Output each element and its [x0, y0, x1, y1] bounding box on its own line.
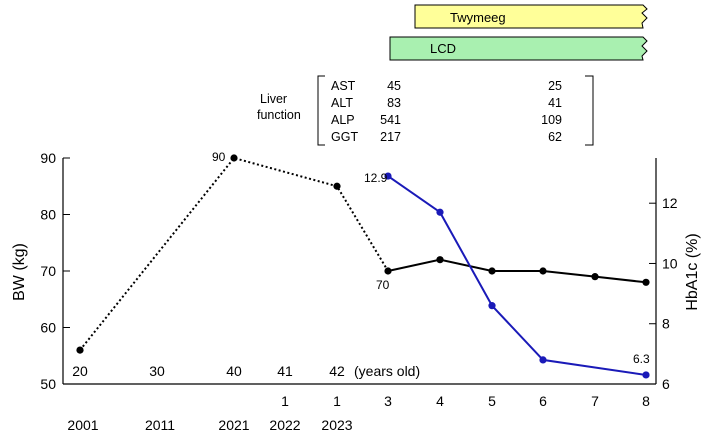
hba1c-point-0 [384, 172, 392, 180]
liver-before-ggt: 217 [380, 130, 401, 144]
bw-solid-line [387, 258, 647, 284]
annotation-90: 90 [212, 150, 226, 164]
liver-after-ggt: 62 [548, 130, 562, 144]
liver-before-alt: 83 [387, 96, 401, 110]
x-bottom-label-2021: 2021 [218, 417, 249, 433]
bw-point-5 [488, 267, 496, 275]
treatment-bars: Twymeeg LCD [389, 4, 648, 61]
x-bottom-label-2001: 2001 [67, 417, 98, 433]
right-tick-label-10: 10 [662, 255, 678, 271]
liver-function-label-2: function [257, 108, 301, 122]
twymeeg-bar [414, 4, 648, 29]
x-top-label-7: 8 [642, 393, 650, 409]
liver-after-ast: 25 [548, 79, 562, 93]
bw-point-7 [591, 273, 599, 281]
hba1c-point-3 [539, 356, 547, 364]
liver-before-alp: 541 [380, 113, 401, 127]
annotation-12-9: 12.9 [364, 171, 388, 185]
left-tick-label-80: 80 [40, 207, 56, 223]
liver-function-label-1: Liver [260, 92, 287, 106]
x-top-label-4: 5 [488, 393, 496, 409]
bw-point-0 [76, 346, 84, 354]
left-tick-label-70: 70 [40, 263, 56, 279]
hba1c-line [387, 175, 647, 376]
x-top-label-0: 1 [281, 393, 289, 409]
right-tick-label-12: 12 [662, 195, 678, 211]
x-top-label-6: 7 [591, 393, 599, 409]
age-label-3: 41 [277, 363, 293, 379]
bw-point-6 [539, 267, 547, 275]
liver-after-alp: 109 [541, 113, 562, 127]
left-tick-label-60: 60 [40, 320, 56, 336]
x-top-label-1: 1 [333, 393, 341, 409]
age-label-5: (years old) [354, 363, 420, 379]
age-label-1: 30 [149, 363, 165, 379]
age-label-4: 42 [329, 363, 345, 379]
bw-point-8 [642, 278, 650, 286]
age-label-0: 20 [72, 363, 88, 379]
x-top-label-5: 6 [539, 393, 547, 409]
x-bottom-label-2023: 2023 [321, 417, 352, 433]
y-axis-left-title: BW (kg) [11, 243, 28, 301]
bw-point-3 [384, 267, 392, 275]
liver-function-table: Liver function AST 45 25 ALT 83 41 ALP 541 109 GG… [257, 75, 594, 146]
lcd-bar [389, 36, 648, 61]
lcd-label: LCD [430, 41, 456, 56]
axes: 50 60 70 80 90 6 8 10 12 BW (kg) HbA1c (%) [11, 150, 701, 392]
hba1c-point-1 [436, 208, 444, 216]
right-bracket [585, 75, 594, 146]
age-label-2: 40 [226, 363, 242, 379]
right-tick-label-8: 8 [662, 316, 670, 332]
bw-point-1 [230, 154, 238, 162]
right-tick-label-6: 6 [662, 376, 670, 392]
x-labels: 20 30 40 41 42 (years old) 1 1 3 4 5 6 7 8 2001 2011 202… [67, 363, 650, 433]
x-bottom-label-2022: 2022 [269, 417, 300, 433]
annotation-6-3: 6.3 [633, 352, 650, 366]
liver-after-alt: 41 [548, 96, 562, 110]
x-top-label-2: 3 [384, 393, 392, 409]
series [76, 154, 650, 379]
liver-before-ast: 45 [387, 79, 401, 93]
bw-dotted-line [79, 156, 389, 351]
x-bottom-label-2011: 2011 [145, 417, 175, 433]
left-tick-label-50: 50 [40, 376, 56, 392]
y-axis-right-title: HbA1c (%) [684, 233, 701, 310]
annotations: 90 70 12.9 6.3 [212, 150, 650, 366]
hba1c-point-4 [642, 371, 650, 379]
liver-name-ast: AST [331, 79, 356, 93]
twymeeg-label: Twymeeg [450, 10, 506, 25]
liver-name-alp: ALP [331, 113, 355, 127]
annotation-70: 70 [376, 278, 390, 292]
bw-point-4 [436, 256, 444, 264]
hba1c-point-2 [488, 302, 496, 310]
left-bracket [317, 75, 325, 146]
bw-point-2 [333, 182, 341, 190]
liver-name-ggt: GGT [331, 130, 358, 144]
left-tick-label-90: 90 [40, 150, 56, 166]
liver-name-alt: ALT [331, 96, 353, 110]
x-top-label-3: 4 [436, 393, 444, 409]
